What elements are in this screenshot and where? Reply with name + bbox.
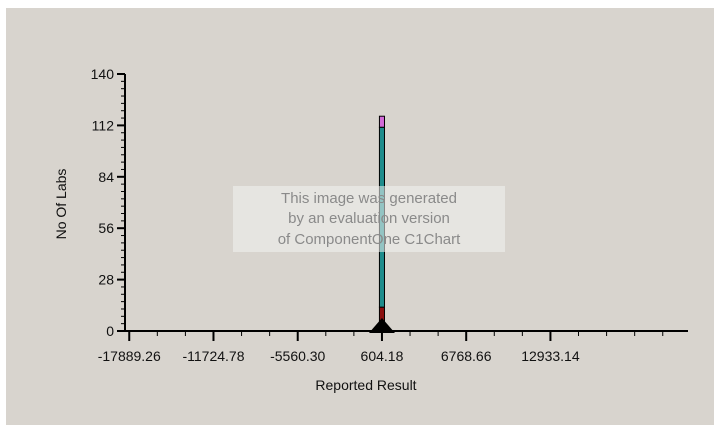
x-axis-title: Reported Result bbox=[315, 377, 416, 393]
bar-segment-3 bbox=[378, 115, 385, 128]
chart-svg: 0 28 56 84 112 140 -17889.26 -11724.78 -5560.30 6… bbox=[53, 66, 688, 393]
watermark-line-3: of ComponentOne C1Chart bbox=[278, 231, 461, 248]
x-tick-label: 6768.66 bbox=[441, 348, 492, 364]
watermark: This image was generated by an evaluatio… bbox=[233, 186, 505, 252]
y-tick-label: 56 bbox=[98, 220, 114, 236]
x-tick-label: 604.18 bbox=[361, 348, 404, 364]
labels-layer: 0 28 56 84 112 140 -17889.26 -11724.78 -5560.30 6… bbox=[91, 66, 580, 364]
y-tick-label: 0 bbox=[106, 323, 114, 339]
watermark-line-2: by an evaluation version bbox=[288, 210, 450, 227]
value-marker-triangle bbox=[368, 318, 395, 333]
axes-layer bbox=[117, 73, 688, 341]
x-tick-label: -5560.30 bbox=[270, 348, 325, 364]
watermark-line-1: This image was generated bbox=[281, 190, 457, 207]
y-tick-label: 28 bbox=[98, 272, 114, 288]
watermark-box bbox=[233, 186, 505, 252]
y-tick-label: 84 bbox=[98, 169, 114, 185]
y-axis-title: No Of Labs bbox=[53, 169, 69, 240]
x-tick-label: 12933.14 bbox=[521, 348, 580, 364]
y-tick-label: 112 bbox=[92, 117, 115, 133]
x-tick-label: -17889.26 bbox=[98, 348, 161, 364]
chart-frame: 0 28 56 84 112 140 -17889.26 -11724.78 -5560.30 6… bbox=[6, 8, 714, 425]
y-tick-label: 140 bbox=[91, 66, 115, 82]
x-tick-label: -11724.78 bbox=[182, 348, 244, 364]
